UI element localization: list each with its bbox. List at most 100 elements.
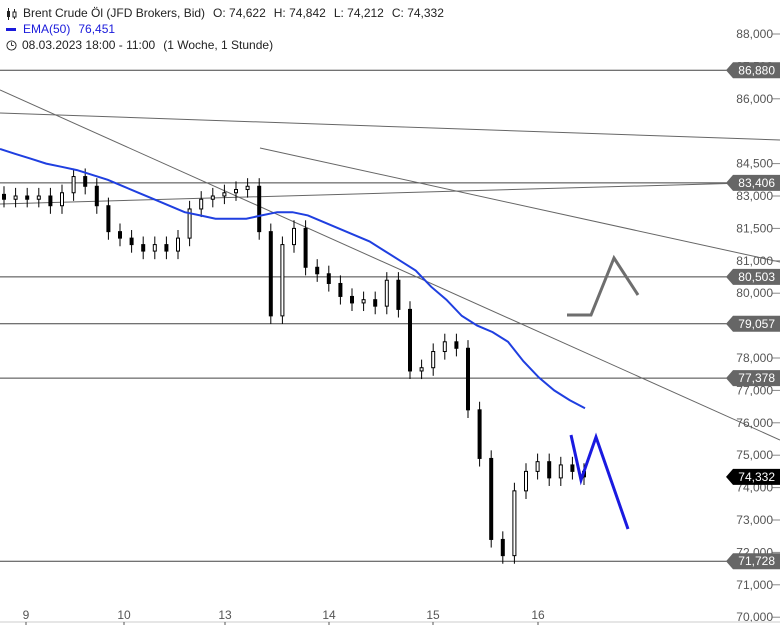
- y-tick-label: 73,000: [736, 513, 773, 527]
- candle-body: [280, 244, 285, 317]
- candle-body: [48, 195, 53, 207]
- level-lines: [0, 69, 730, 562]
- candle-body: [118, 231, 122, 239]
- candle-body: [454, 341, 459, 349]
- candle-body: [129, 237, 134, 246]
- candle-body: [419, 367, 424, 372]
- open-value: O: 74,622: [213, 6, 266, 20]
- level-label-bg: [726, 370, 780, 387]
- candle-body: [350, 295, 354, 304]
- y-tick-label: 77,000: [736, 383, 773, 397]
- x-tick-label: 9: [23, 608, 30, 622]
- candle-body: [257, 185, 262, 233]
- current-price-label: 74,332: [738, 470, 775, 484]
- level-label: 86,880: [738, 63, 775, 77]
- y-tick-label: 71,000: [736, 578, 773, 592]
- level-label-bg: [726, 553, 780, 570]
- y-tick-label: 75,000: [736, 448, 773, 462]
- projection-alt: [567, 254, 640, 317]
- candle-body: [466, 347, 470, 411]
- x-tick-label: 13: [218, 608, 232, 622]
- y-tick-label: 76,000: [736, 416, 773, 430]
- level-label-bg: [726, 268, 780, 285]
- date-row: 08.03.2023 18:00 - 11:00 (1 Woche, 1 Stun…: [6, 37, 273, 53]
- trend-lines: [0, 89, 780, 441]
- candles: [2, 168, 586, 564]
- clock-icon: [6, 40, 17, 51]
- projection-main: [569, 432, 630, 530]
- candle-body: [222, 192, 227, 197]
- candle-body: [512, 490, 517, 557]
- candle-body: [106, 205, 111, 233]
- candle-body: [558, 464, 563, 479]
- candle-body: [489, 457, 494, 540]
- time-axis: 9 10 13 14 15 16: [0, 608, 780, 625]
- level-label: 79,057: [738, 317, 775, 331]
- y-tick-label: 88,000: [736, 27, 773, 41]
- x-tick-label: 10: [117, 608, 131, 622]
- candle-body: [2, 193, 6, 200]
- x-tick-label: 15: [426, 608, 440, 622]
- trend-line-flat: [0, 181, 780, 205]
- candle-body: [570, 464, 575, 472]
- level-label-bg: [726, 62, 780, 79]
- candle-body: [94, 185, 99, 207]
- candle-body: [326, 273, 331, 284]
- x-tick-label: 14: [322, 608, 336, 622]
- candle-body: [477, 409, 482, 459]
- y-tick-label: 84,500: [736, 157, 773, 171]
- candle-body: [303, 227, 308, 268]
- candle-body: [408, 308, 412, 372]
- candle-body: [60, 192, 64, 207]
- candle-body: [25, 195, 30, 200]
- high-value: H: 74,842: [273, 6, 326, 20]
- candle-body: [210, 195, 215, 200]
- timeframe: (1 Woche, 1 Stunde): [163, 38, 274, 52]
- candle-body: [384, 279, 389, 307]
- current-price-bg: [726, 468, 780, 485]
- candle-body: [268, 231, 273, 317]
- ema-line-icon: [6, 28, 16, 32]
- y-tick-label: 81,000: [736, 254, 773, 268]
- candle-body: [71, 176, 76, 194]
- projections: [567, 254, 640, 530]
- level-label-bg: [726, 315, 780, 332]
- candle-body: [292, 227, 296, 246]
- candle-body: [442, 341, 447, 353]
- candle-body: [164, 244, 169, 252]
- date-range: 08.03.2023 18:00 - 11:00: [22, 38, 156, 52]
- candle-body: [13, 195, 18, 200]
- candle-body: [152, 244, 157, 252]
- ema-row: EMA(50) 76,451: [6, 21, 115, 37]
- low-value: L: 74,212: [333, 6, 384, 20]
- ema-value: 76,451: [78, 22, 116, 36]
- close-value: C: 74,332: [391, 6, 444, 20]
- level-label: 71,728: [738, 554, 775, 568]
- level-label-bg: [726, 174, 780, 191]
- candle-body: [524, 470, 528, 492]
- candle-body: [315, 266, 320, 275]
- candle-body: [36, 195, 41, 200]
- candle-body: [141, 244, 146, 252]
- trend-line-secondary: [259, 147, 780, 263]
- candle-body: [396, 279, 401, 310]
- candle-body: [431, 351, 436, 369]
- level-label: 83,406: [738, 176, 775, 190]
- candle-body: [234, 189, 238, 194]
- candle-body: [199, 198, 204, 210]
- candle-body: [373, 299, 378, 307]
- candle-body: [500, 538, 505, 557]
- candle-body: [245, 185, 250, 191]
- trend-line-upper: [0, 89, 780, 441]
- x-tick-label: 16: [531, 608, 545, 622]
- candle-body: [361, 299, 366, 304]
- candle-body: [547, 461, 552, 479]
- y-tick-label: 70,000: [736, 610, 773, 624]
- level-label: 77,378: [738, 371, 775, 385]
- header-row: Brent Crude Öl (JFD Brokers, Bid) O: 74,6…: [6, 5, 444, 21]
- level-labels: 86,880 83,406 80,503 79,057 77,378 71,728 74,3…: [726, 62, 780, 570]
- ema-label: EMA(50): [23, 22, 71, 36]
- y-tick-label: 81,500: [736, 221, 773, 235]
- ema50-line: [0, 148, 586, 410]
